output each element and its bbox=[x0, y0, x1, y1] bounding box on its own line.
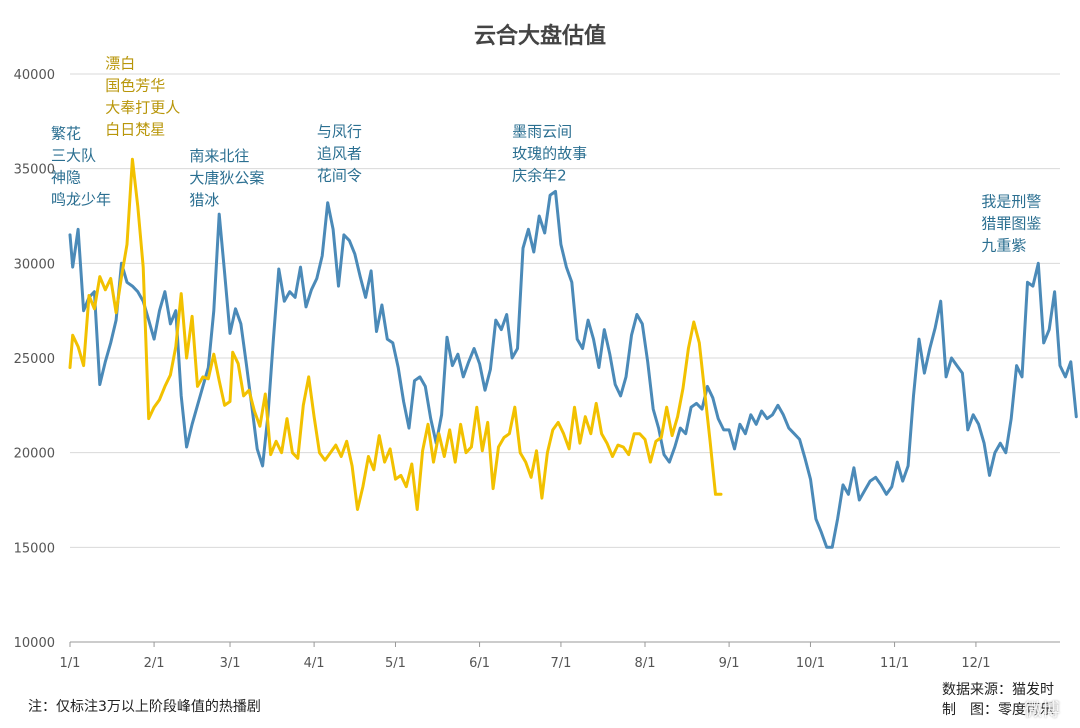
annotation-line: 与凤行 bbox=[317, 122, 362, 140]
source-block: 数据来源：猫发时 制 图：零度可乐 bbox=[942, 680, 1054, 720]
annotation-line: 我是刑警 bbox=[981, 193, 1041, 211]
x-tick-label: 7/1 bbox=[550, 656, 571, 671]
annotation-line: 猎冰 bbox=[189, 191, 219, 209]
x-tick-label: 6/1 bbox=[469, 656, 490, 671]
x-tick-label: 5/1 bbox=[385, 656, 406, 671]
annotation-line: 三大队 bbox=[51, 146, 96, 164]
series-lines bbox=[68, 157, 1078, 549]
x-tick-label: 11/1 bbox=[880, 656, 909, 671]
x-tick-label: 9/1 bbox=[719, 656, 740, 671]
data-source: 数据来源：猫发时 bbox=[942, 682, 1054, 698]
annotations: 繁花三大队神隐鸣龙少年漂白国色芳华大奉打更人白日梵星南来北往大唐狄公案猎冰与凤行… bbox=[51, 54, 1041, 254]
watermark: 微博 bbox=[1024, 700, 1060, 721]
annotation-line: 鸣龙少年 bbox=[51, 190, 111, 208]
y-tick-label: 40000 bbox=[14, 68, 55, 83]
y-axis: 10000 15000 20000 25000 30000 35000 40000 bbox=[14, 68, 55, 651]
annotation-line: 南来北往 bbox=[189, 147, 249, 165]
x-tick-label: 2/1 bbox=[144, 656, 165, 671]
annotation-line: 国色芳华 bbox=[105, 76, 165, 94]
annotation-line: 繁花 bbox=[51, 124, 81, 142]
annotation-line: 花间令 bbox=[317, 166, 362, 184]
annotation-line: 猎罪图鉴 bbox=[981, 215, 1041, 233]
series-line-2 bbox=[68, 157, 723, 511]
y-tick-label: 10000 bbox=[14, 636, 55, 651]
chart-title: 云合大盘估值 bbox=[474, 23, 606, 49]
annotation-line: 玫瑰的故事 bbox=[512, 144, 587, 162]
annotation-line: 白日梵星 bbox=[105, 120, 165, 138]
series-line-1 bbox=[68, 189, 1078, 549]
y-tick-label: 20000 bbox=[14, 447, 55, 462]
y-tick-label: 30000 bbox=[14, 257, 55, 272]
chart-maker: 制 图：零度可乐 bbox=[942, 702, 1054, 718]
x-tick-label: 10/1 bbox=[796, 656, 825, 671]
x-tick-label: 4/1 bbox=[304, 656, 325, 671]
x-tick-label: 3/1 bbox=[220, 656, 241, 671]
annotation-line: 神隐 bbox=[51, 168, 81, 186]
annotation-line: 大唐狄公案 bbox=[189, 169, 264, 187]
x-tick-label: 1/1 bbox=[60, 656, 81, 671]
y-tick-label: 25000 bbox=[14, 352, 55, 367]
annotation-line: 大奉打更人 bbox=[105, 98, 180, 116]
annotation-line: 九重紫 bbox=[981, 237, 1026, 255]
annotation-line: 追风者 bbox=[317, 144, 362, 162]
y-tick-label: 35000 bbox=[14, 163, 55, 178]
x-tick-label: 12/1 bbox=[961, 656, 990, 671]
x-axis: 1/1 2/1 3/1 4/1 5/1 6/1 7/1 8/1 9/1 10/1 11/1 12/1 bbox=[60, 642, 991, 671]
x-tick-label: 8/1 bbox=[635, 656, 656, 671]
annotation-line: 庆余年2 bbox=[512, 166, 567, 184]
annotation-line: 漂白 bbox=[105, 54, 135, 72]
y-tick-label: 15000 bbox=[14, 541, 55, 556]
annotation-line: 墨雨云间 bbox=[512, 122, 572, 140]
footnote: 注：仅标注3万以上阶段峰值的热播剧 bbox=[28, 699, 261, 715]
